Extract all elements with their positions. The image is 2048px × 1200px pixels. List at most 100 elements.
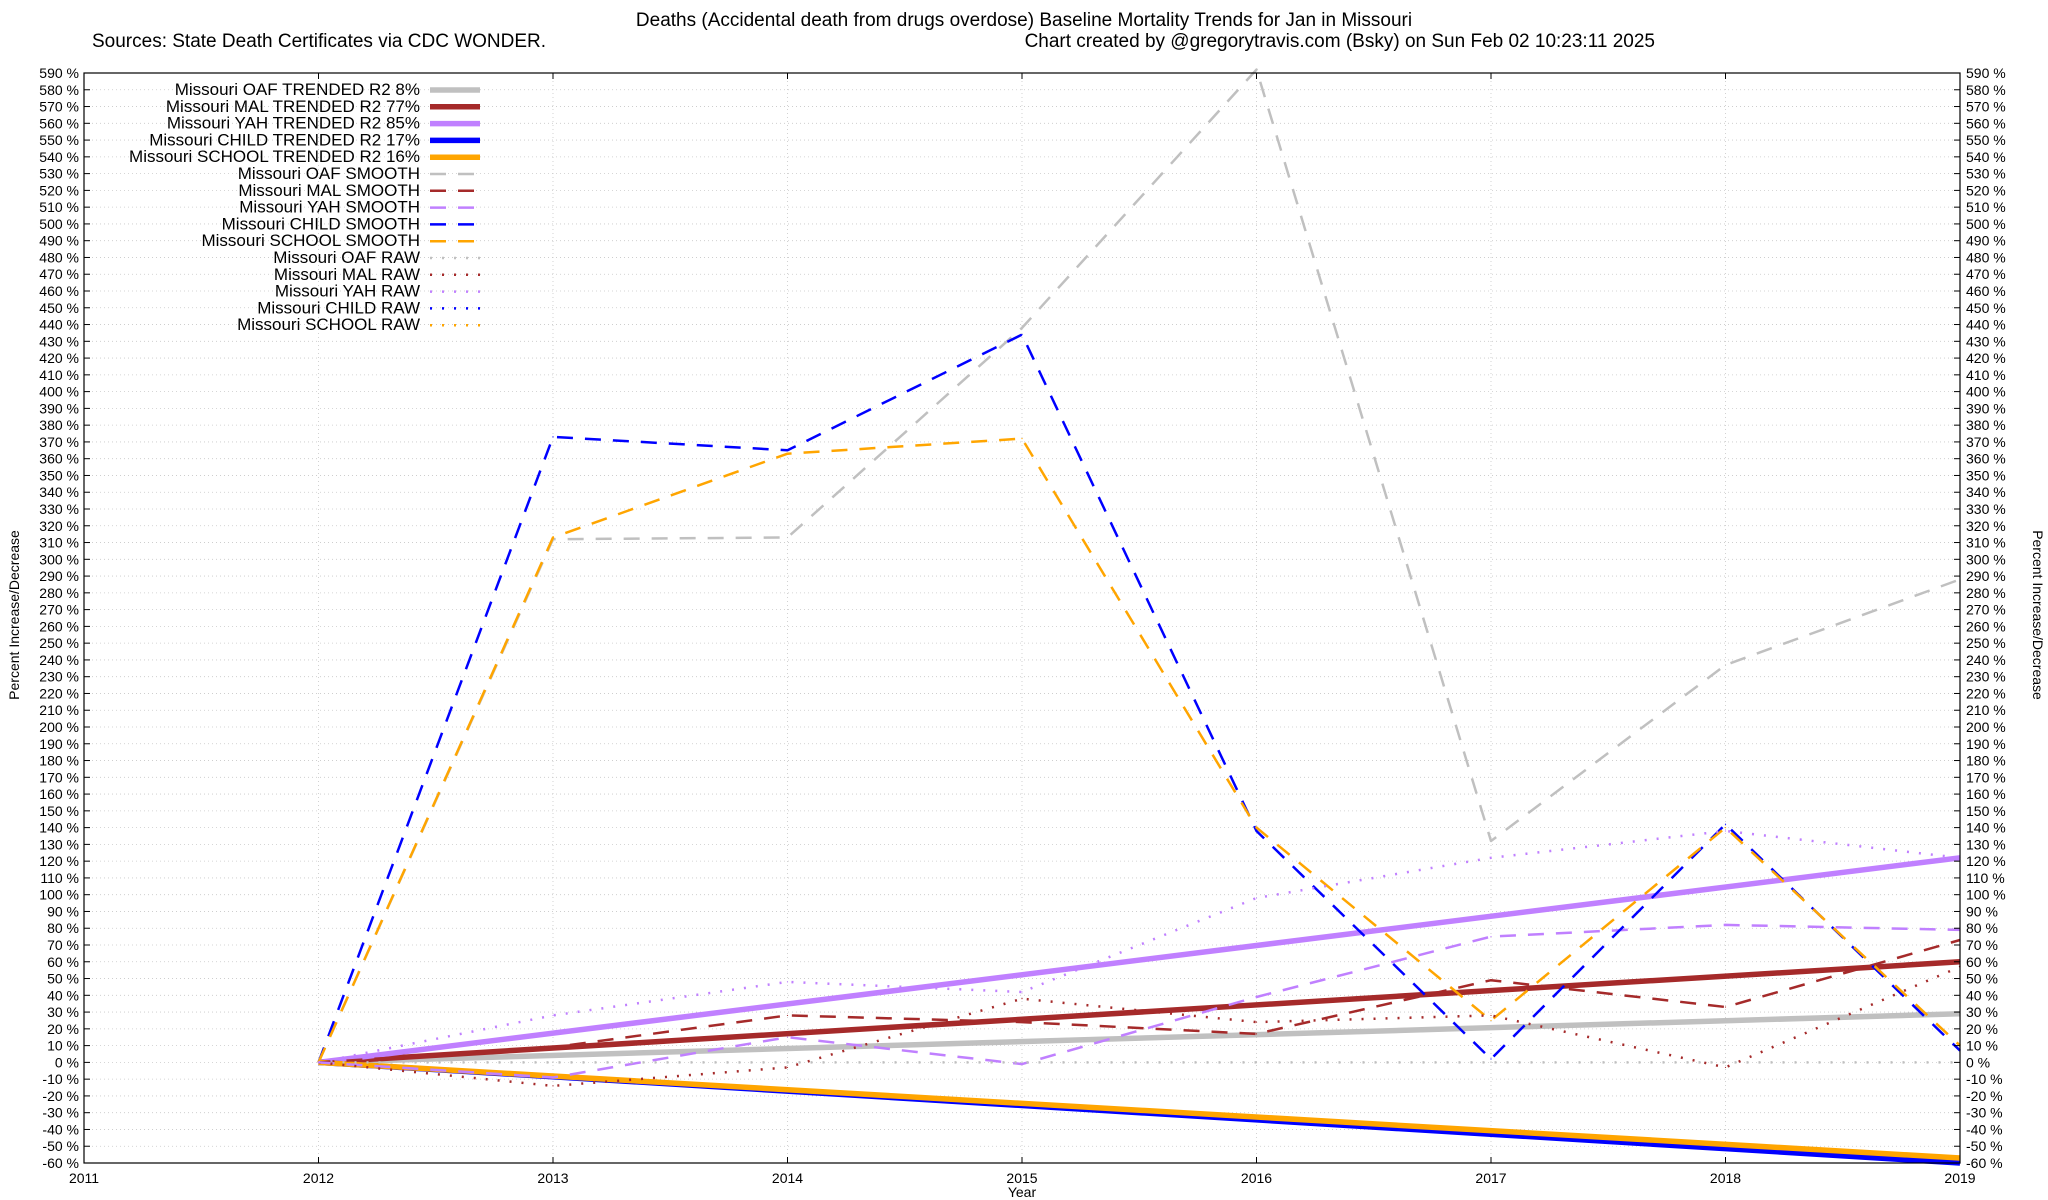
data-point-missouri-yah-smooth (1724, 924, 1727, 926)
y-tick-label-right: 200 % (1966, 719, 2006, 735)
y-tick-label-right: 480 % (1966, 249, 2006, 265)
legend-entry-label: Missouri OAF RAW (273, 248, 420, 267)
x-tick-label: 2017 (1475, 1170, 1506, 1186)
x-tick-label: 2015 (1006, 1170, 1037, 1186)
legend-entry-label: Missouri MAL SMOOTH (238, 181, 420, 200)
y-tick-label-left: 130 % (39, 836, 79, 852)
data-point-missouri-child-smooth (1255, 830, 1258, 832)
y-tick-label-right: 350 % (1966, 467, 2006, 483)
y-tick-label-left: 540 % (39, 149, 79, 165)
y-tick-label-right: 0 % (1966, 1054, 1990, 1070)
y-tick-label-right: 320 % (1966, 518, 2006, 534)
x-tick-label: 2011 (69, 1170, 99, 1186)
y-tick-label-left: 260 % (39, 618, 79, 634)
y-tick-label-left: 510 % (39, 199, 79, 215)
y-tick-label-left: 20 % (47, 1021, 79, 1037)
y-tick-label-right: 340 % (1966, 484, 2006, 500)
y-tick-label-right: 300 % (1966, 551, 2006, 567)
y-tick-label-left: 290 % (39, 568, 79, 584)
y-tick-label-left: 250 % (39, 635, 79, 651)
chart-subtitle-sources: Sources: State Death Certificates via CD… (92, 31, 546, 52)
data-point-missouri-oaf-smooth (1724, 664, 1727, 666)
y-tick-label-left: 40 % (47, 987, 79, 1003)
y-tick-label-right: 170 % (1966, 769, 2006, 785)
y-tick-label-left: -30 % (42, 1105, 79, 1121)
y-tick-label-right: 530 % (1966, 166, 2006, 182)
y-tick-label-right: 20 % (1966, 1021, 1998, 1037)
x-tick-label: 2013 (537, 1170, 568, 1186)
y-tick-label-left: 450 % (39, 300, 79, 316)
y-tick-label-right: 420 % (1966, 350, 2006, 366)
y-tick-label-right: 250 % (1966, 635, 2006, 651)
legend-entry-label: Missouri CHILD TRENDED R2 17% (149, 130, 420, 149)
data-point-missouri-school-smooth (786, 453, 789, 455)
y-tick-label-left: -10 % (42, 1071, 79, 1087)
data-point-missouri-yah-raw (1490, 857, 1492, 859)
y-tick-label-left: 110 % (40, 870, 79, 886)
y-tick-label-right: 580 % (1966, 82, 2006, 98)
y-tick-label-left: 430 % (39, 333, 79, 349)
y-tick-label-left: 590 % (39, 65, 79, 81)
y-tick-label-right: 210 % (1966, 702, 2006, 718)
data-point-missouri-mal-raw (1021, 998, 1023, 1000)
data-point-missouri-oaf-smooth (1021, 327, 1023, 329)
y-tick-label-right: 120 % (1966, 853, 2006, 869)
data-point-missouri-oaf-smooth (1490, 840, 1492, 842)
y-tick-label-right: 330 % (1966, 501, 2006, 517)
data-point-missouri-yah-raw (1724, 830, 1727, 832)
chart-subtitle-credit: Chart created by @gregorytravis.com (Bsk… (1025, 31, 1655, 52)
y-tick-label-right: 70 % (1966, 937, 1998, 953)
data-point-missouri-oaf-raw (552, 1061, 554, 1063)
series-line-missouri-school-trended-r2-16 (318, 1059, 1961, 1161)
y-tick-label-right: 520 % (1966, 182, 2006, 198)
data-point-missouri-mal-raw (1255, 1021, 1258, 1023)
legend-entry-label: Missouri YAH TRENDED R2 85% (167, 114, 420, 133)
y-tick-label-right: 510 % (1966, 199, 2006, 215)
y-tick-label-right: 310 % (1966, 535, 2006, 551)
data-point-missouri-child-smooth (1021, 334, 1023, 336)
y-tick-label-left: 90 % (47, 903, 79, 919)
data-point-missouri-yah-raw (552, 1014, 554, 1017)
y-tick-label-left: 420 % (39, 350, 79, 366)
data-point-missouri-mal-raw (1724, 1066, 1727, 1069)
y-tick-label-right: 590 % (1966, 65, 2006, 81)
x-tick-label: 2012 (303, 1170, 334, 1186)
y-tick-label-left: -60 % (42, 1155, 79, 1171)
y-tick-label-left: 360 % (39, 451, 79, 467)
y-tick-label-left: 230 % (39, 669, 79, 685)
data-point-missouri-yah-smooth (1490, 936, 1492, 938)
y-tick-label-right: 60 % (1966, 954, 1998, 970)
y-tick-label-left: 440 % (39, 317, 79, 333)
y-tick-label-right: 550 % (1966, 132, 2006, 148)
y-tick-label-right: 450 % (1966, 300, 2006, 316)
y-tick-label-left: 550 % (39, 132, 79, 148)
y-tick-label-left: 320 % (39, 518, 79, 534)
y-tick-label-left: 500 % (39, 216, 79, 232)
y-tick-label-left: 80 % (47, 920, 79, 936)
data-point-missouri-school-smooth (1490, 1019, 1492, 1022)
axes: -60 % -60 %-50 % -50 %-40 % -40 %-30 % -30 %… (39, 65, 2005, 1186)
data-point-missouri-yah-smooth (1021, 1063, 1023, 1065)
y-tick-label-right: 570 % (1966, 99, 2006, 115)
y-tick-label-left: 330 % (39, 501, 79, 517)
y-tick-label-right: 230 % (1966, 669, 2006, 685)
y-tick-label-right: 460 % (1966, 283, 2006, 299)
series-line-missouri-mal-raw (318, 965, 1961, 1088)
x-tick-label: 2019 (1944, 1170, 1975, 1186)
data-point-missouri-mal-raw (552, 1085, 554, 1087)
y-tick-label-left: 310 % (39, 535, 79, 551)
data-point-missouri-mal-smooth (1021, 1021, 1023, 1023)
y-tick-label-right: 180 % (1966, 753, 2006, 769)
legend-entry-label: Missouri MAL TRENDED R2 77% (166, 97, 420, 116)
y-tick-label-right: -40 % (1966, 1121, 2003, 1137)
y-tick-label-right: 470 % (1966, 266, 2006, 282)
legend-entry-label: Missouri SCHOOL SMOOTH (201, 231, 420, 250)
y-tick-label-right: 370 % (1966, 434, 2006, 450)
legend-entry-label: Missouri CHILD RAW (257, 298, 420, 317)
y-tick-label-left: 570 % (39, 99, 79, 115)
y-tick-label-left: 220 % (39, 685, 79, 701)
y-tick-label-left: 120 % (39, 853, 79, 869)
data-point-missouri-child-smooth (786, 449, 789, 451)
legend-entry-label: Missouri YAH RAW (275, 282, 420, 301)
